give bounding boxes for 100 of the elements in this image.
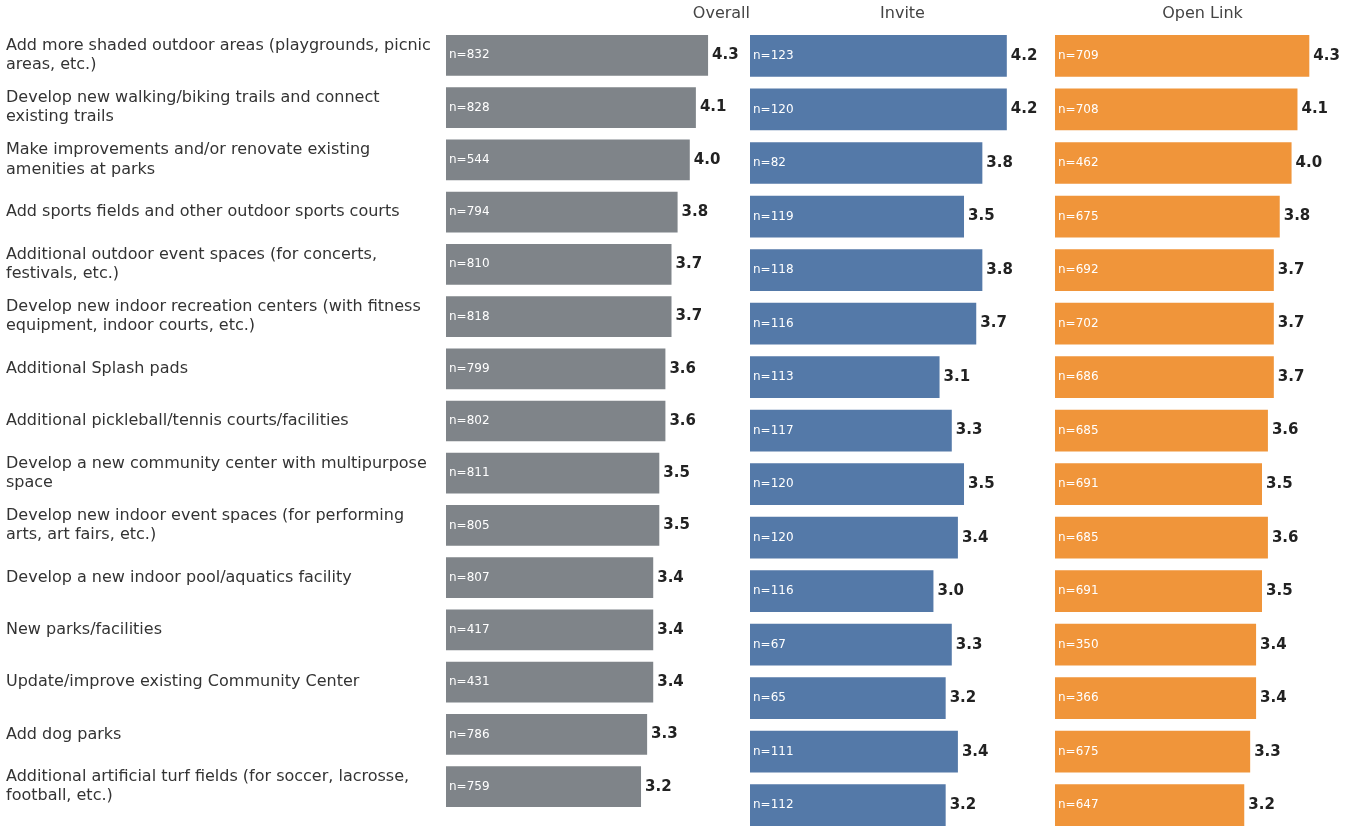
annotation: n=366: [1058, 690, 1099, 705]
annotation: n=65: [753, 690, 786, 705]
data-label: 3.7: [675, 254, 703, 273]
data-label: 3.1: [943, 366, 971, 385]
data-label: 3.7: [980, 313, 1007, 332]
annotation: n=116: [753, 315, 794, 330]
bar: [1055, 142, 1292, 184]
annotation: n=686: [1058, 369, 1099, 384]
bar: [446, 348, 666, 390]
chart-title: Overall: [692, 2, 750, 22]
annotation: n=544: [449, 151, 490, 166]
bar: [750, 570, 934, 613]
data-label: 3.5: [968, 474, 995, 493]
bar: [446, 714, 648, 755]
annotation: n=117: [753, 422, 794, 437]
data-label: 3.2: [949, 795, 977, 814]
annotation: n=811: [449, 465, 490, 480]
annotation: n=805: [449, 517, 490, 532]
y-tick-label: Add dog parks: [6, 723, 122, 743]
annotation: n=82: [753, 155, 786, 170]
bar: [1055, 409, 1268, 452]
data-label: 3.4: [657, 567, 684, 586]
data-label: 3.7: [1277, 259, 1305, 278]
annotation: n=799: [449, 360, 490, 375]
data-label: 3.4: [657, 672, 684, 691]
y-tick-label: Add sports fields and other outdoor sports courts: [6, 201, 400, 221]
bar: [1055, 88, 1298, 131]
bar: [446, 766, 642, 808]
data-label: 3.2: [949, 688, 977, 707]
bar: [750, 88, 1007, 131]
annotation: n=112: [753, 797, 794, 812]
bar: [750, 35, 1007, 77]
bar: [750, 409, 952, 452]
annotation: n=759: [449, 778, 490, 793]
data-label: 3.5: [1266, 581, 1293, 600]
bar: [750, 249, 983, 291]
bar: [1055, 463, 1262, 505]
y-tick-label: Develop new walking/biking trails and connect existing trails: [6, 87, 380, 126]
bar: [750, 142, 983, 184]
data-label: 3.6: [669, 410, 696, 429]
annotation: n=120: [753, 476, 794, 491]
bar: [1055, 249, 1274, 291]
bar: [1055, 570, 1262, 613]
bar: [446, 139, 690, 181]
bar: [446, 661, 654, 703]
bar: [446, 452, 660, 494]
y-tick-label: Develop a new community center with multipurpose space: [6, 452, 427, 491]
data-label: 3.5: [663, 515, 690, 534]
bar: [1055, 784, 1245, 827]
bar: [446, 191, 678, 233]
annotation: n=431: [449, 674, 490, 689]
annotation: n=462: [1058, 155, 1099, 170]
data-label: 3.8: [1283, 206, 1311, 225]
data-label: 4.1: [1301, 99, 1329, 118]
bar: [446, 87, 696, 128]
annotation: n=67: [753, 636, 786, 651]
chart-title: Invite: [880, 2, 925, 22]
annotation: n=120: [753, 529, 794, 544]
data-label: 4.1: [699, 97, 727, 116]
bar: [446, 296, 672, 337]
bar: [1055, 35, 1310, 77]
annotation: n=120: [753, 101, 794, 116]
annotation: n=691: [1058, 476, 1099, 491]
annotation: n=794: [449, 204, 490, 219]
bar: [750, 516, 958, 559]
annotation: n=810: [449, 256, 490, 271]
data-label: 4.0: [693, 149, 721, 168]
data-label: 3.8: [986, 259, 1013, 278]
data-label: 4.2: [1010, 99, 1038, 118]
annotation: n=702: [1058, 315, 1099, 330]
annotation: n=828: [449, 99, 490, 114]
bar: [1055, 356, 1274, 398]
annotation: n=675: [1058, 743, 1099, 758]
data-label: 3.6: [1271, 420, 1299, 439]
y-tick-label: Additional artificial turf fields (for soccer, lacrosse, football, etc.): [6, 766, 410, 805]
data-label: 3.5: [663, 463, 690, 482]
bar: [750, 463, 965, 505]
data-label: 3.8: [986, 152, 1013, 171]
data-label: 3.4: [961, 527, 989, 546]
bar: [1055, 302, 1274, 345]
bar: [1055, 195, 1280, 238]
annotation: n=123: [753, 48, 794, 63]
data-label: 3.6: [1271, 527, 1299, 546]
data-label: 3.8: [681, 201, 709, 220]
y-tick-label: Additional Splash pads: [6, 357, 188, 377]
data-label: 3.5: [1266, 474, 1293, 493]
annotation: n=708: [1058, 101, 1099, 116]
data-label: 3.3: [651, 724, 678, 743]
y-tick-label: Develop a new indoor pool/aquatics facility: [6, 566, 352, 586]
data-label: 3.7: [675, 306, 703, 325]
data-label: 3.4: [657, 619, 684, 638]
data-label: 4.3: [712, 45, 739, 64]
annotation: n=647: [1058, 797, 1099, 812]
data-label: 3.4: [1260, 634, 1287, 653]
annotation: n=807: [449, 569, 490, 584]
data-label: 4.0: [1295, 152, 1323, 171]
bar: [1055, 516, 1268, 559]
bar: [446, 400, 666, 442]
bar: [1055, 623, 1257, 666]
annotation: n=685: [1058, 529, 1099, 544]
